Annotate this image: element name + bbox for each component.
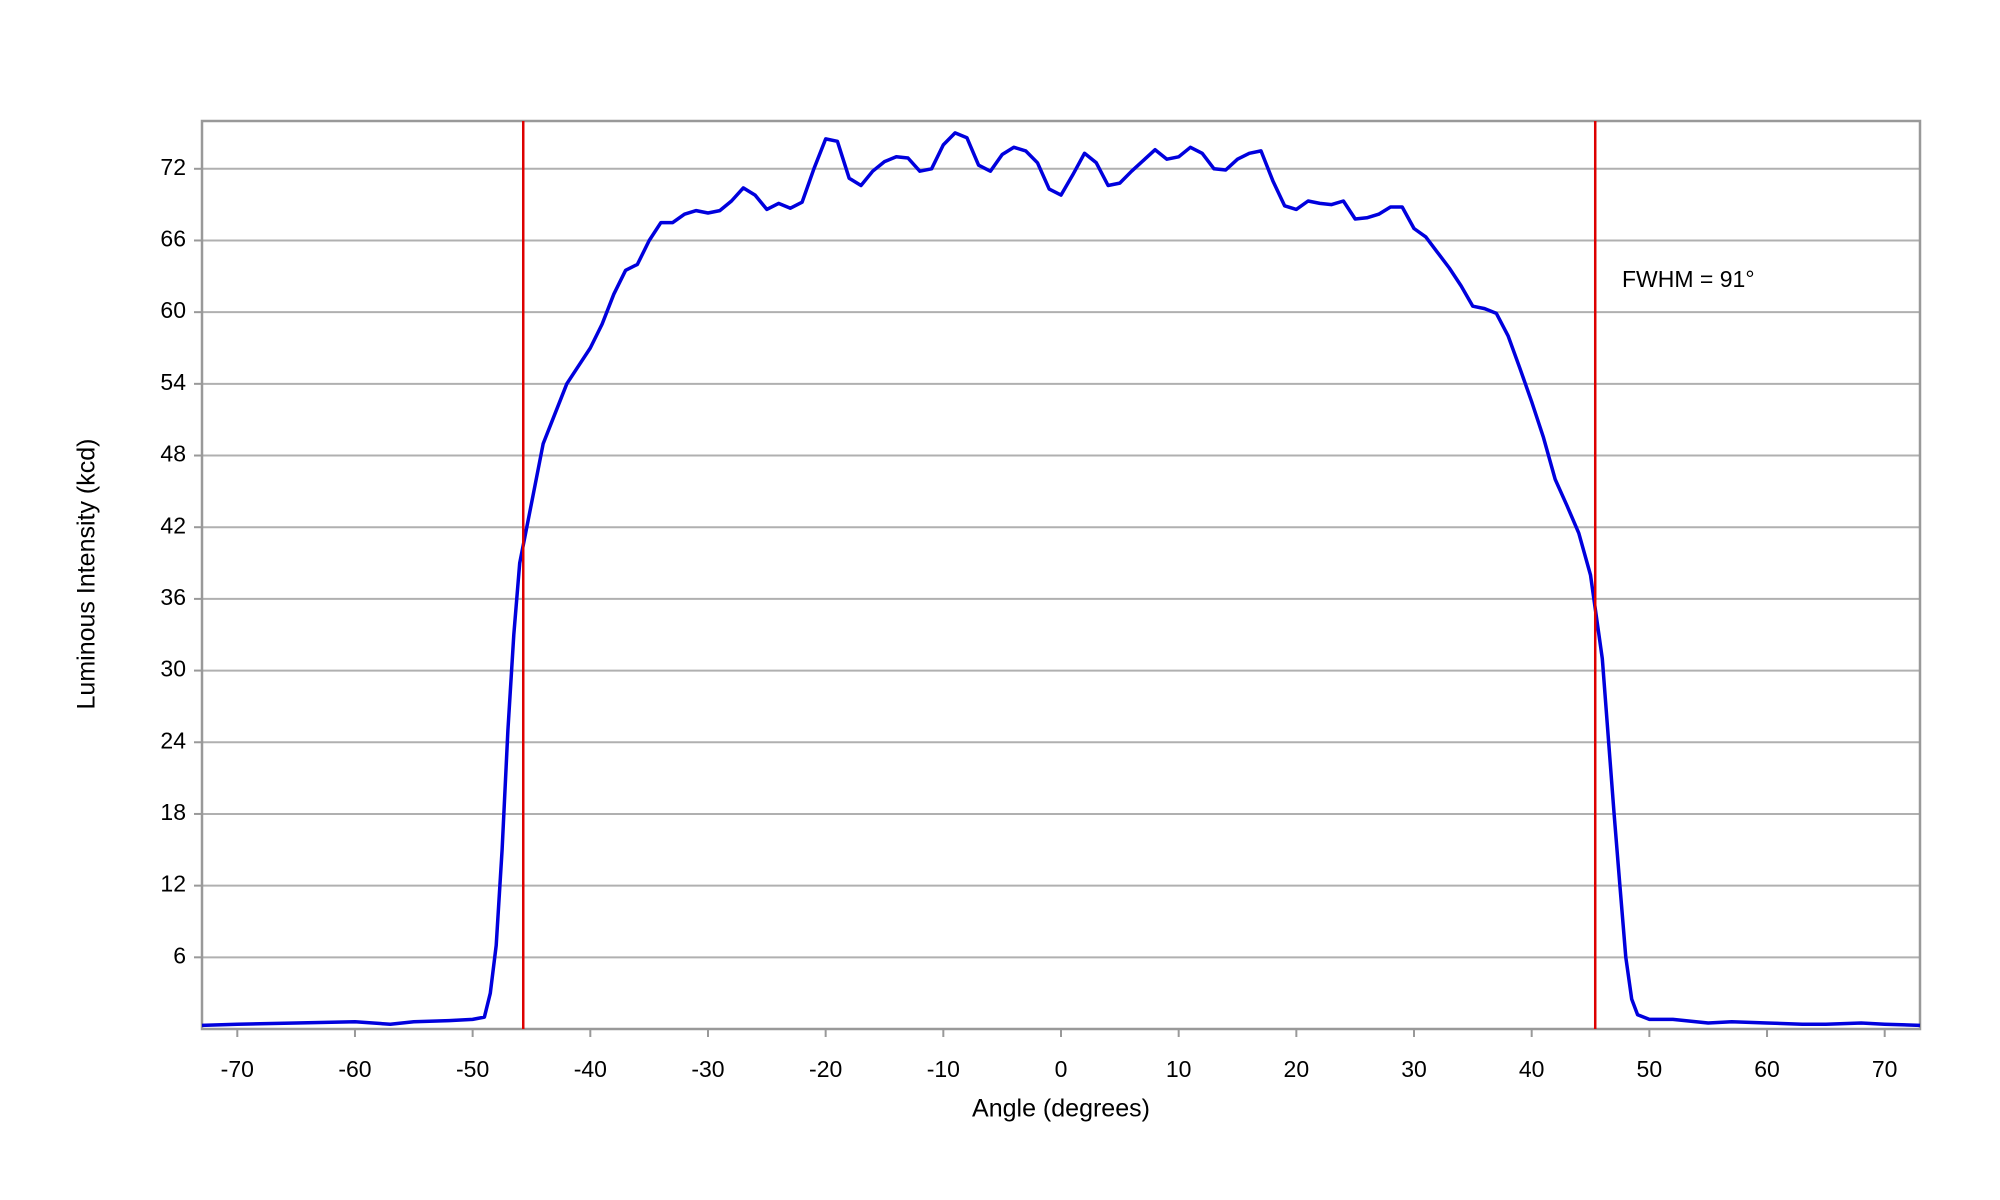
x-tick-label: -10 xyxy=(927,1056,960,1082)
y-tick-label: 48 xyxy=(160,441,186,467)
x-tick-label: -40 xyxy=(574,1056,607,1082)
x-tick-label: -30 xyxy=(691,1056,724,1082)
y-tick-label: 60 xyxy=(160,297,186,323)
x-tick-label: -50 xyxy=(456,1056,489,1082)
y-tick-label: 42 xyxy=(160,512,186,538)
y-tick-label: 6 xyxy=(173,942,186,968)
y-tick-label: 36 xyxy=(160,584,186,610)
x-tick-label: -70 xyxy=(221,1056,254,1082)
x-tick-label: 60 xyxy=(1754,1056,1780,1082)
data-line xyxy=(201,131,1921,1028)
x-tick-label: 30 xyxy=(1401,1056,1427,1082)
x-tick-label: 0 xyxy=(1055,1056,1068,1082)
x-tick-label: 10 xyxy=(1166,1056,1192,1082)
y-tick-label: 54 xyxy=(160,369,186,395)
x-tick-label: 70 xyxy=(1872,1056,1898,1082)
x-tick-label: 40 xyxy=(1519,1056,1545,1082)
y-tick-label: 18 xyxy=(160,799,186,825)
x-axis-label: Angle (degrees) xyxy=(972,1095,1150,1123)
y-tick-label: 12 xyxy=(160,871,186,897)
y-tick-label: 72 xyxy=(160,154,186,180)
x-tick-label: -60 xyxy=(338,1056,371,1082)
y-tick-label: 24 xyxy=(160,727,186,753)
x-tick-label: 20 xyxy=(1284,1056,1310,1082)
y-axis-label: Luminous Intensity (kcd) xyxy=(73,439,101,710)
x-tick-label: 50 xyxy=(1637,1056,1663,1082)
y-tick-label: 30 xyxy=(160,656,186,682)
y-tick-label: 66 xyxy=(160,226,186,252)
annotation: FWHM = 91° xyxy=(1622,266,1755,292)
x-tick-label: -20 xyxy=(809,1056,842,1082)
